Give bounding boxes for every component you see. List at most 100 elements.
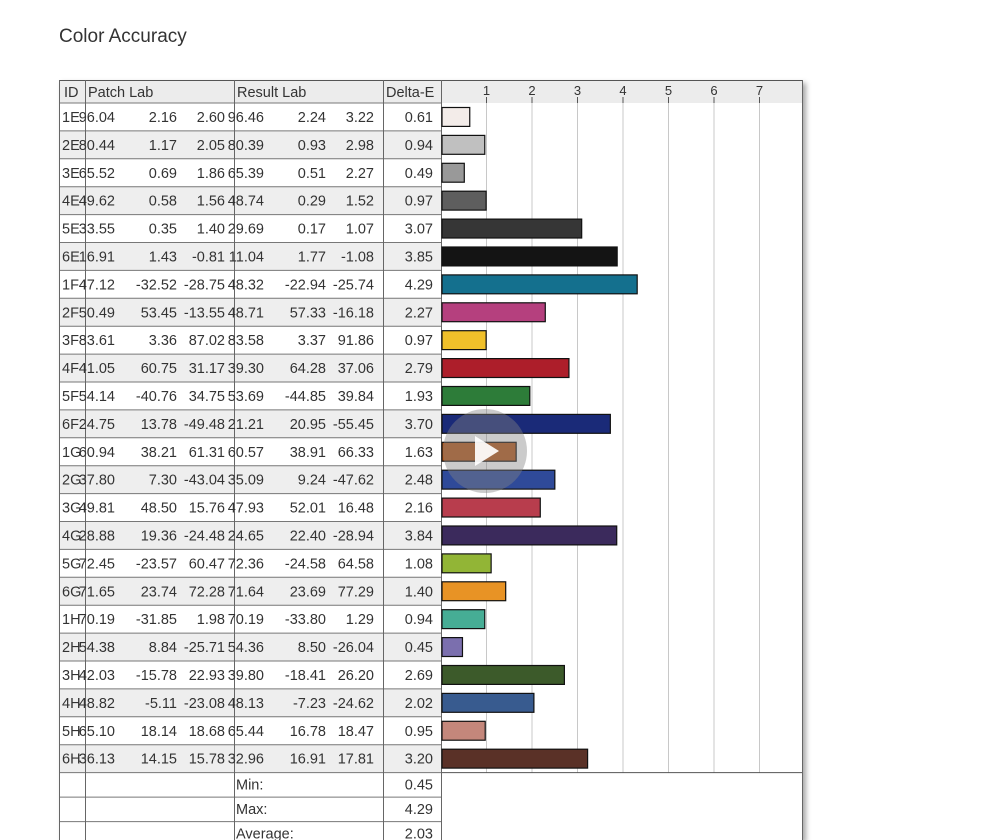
x-tick-label: 1 [483,83,490,98]
patch-id: 4G [62,529,81,545]
patch-id: 3H [62,668,81,684]
result-lab-value: 80.39 [228,138,264,154]
patch-lab-value: 8.84 [149,640,177,656]
patch-lab-value: -23.08 [184,696,225,712]
result-lab-value: -55.45 [333,417,374,433]
row-background [59,465,441,494]
row-background [59,214,441,243]
play-button[interactable] [443,409,527,493]
delta-e-value: 0.95 [405,724,433,740]
patch-lab-value: 47.12 [79,277,115,293]
patch-lab-value: 41.05 [79,361,115,377]
row-background [59,716,441,745]
patch-lab-value: 13.78 [141,417,177,433]
color-accuracy-panel: 1 2 3 4 5 6 7 ID Patch Lab Result Lab Delta-E 1E 96.… [59,80,803,840]
summary-value: 2.03 [405,827,433,840]
summary-label: Min: [236,778,263,794]
result-lab-value: -47.62 [333,473,374,489]
result-lab-value: 77.29 [338,584,374,600]
result-lab-value: -28.94 [333,529,374,545]
result-lab-value: 16.78 [290,724,326,740]
x-tick-label: 5 [665,83,672,98]
result-lab-value: 0.17 [298,222,326,238]
delta-e-bar [441,692,535,713]
patch-id: 3G [62,501,81,517]
delta-e-bar [441,664,565,685]
patch-lab-value: 22.93 [189,668,225,684]
patch-lab-value: 14.15 [141,752,177,768]
delta-e-value: 0.97 [405,194,433,210]
result-lab-value: -18.41 [285,668,326,684]
delta-e-value: 1.63 [405,445,433,461]
patch-lab-value: 42.03 [79,668,115,684]
delta-e-bar [441,106,471,127]
patch-id: 5E [62,222,80,238]
patch-lab-value: 65.10 [79,724,115,740]
header-result-lab: Result Lab [237,85,306,101]
result-lab-value: 18.47 [338,724,374,740]
patch-lab-value: 60.47 [189,556,225,572]
result-lab-value: 64.58 [338,556,374,572]
result-lab-value: -7.23 [293,696,326,712]
patch-lab-value: 72.28 [189,584,225,600]
patch-lab-value: 2.60 [197,110,225,126]
row-background [59,577,441,606]
delta-e-value: 2.69 [405,668,433,684]
patch-lab-value: 48.82 [79,696,115,712]
row-background [59,633,441,661]
result-lab-value: -44.85 [285,389,326,405]
patch-id: 5F [62,389,79,405]
header-id: ID [64,85,79,101]
result-lab-value: 16.48 [338,501,374,517]
delta-e-value: 2.16 [405,501,433,517]
delta-e-value: 2.02 [405,696,433,712]
delta-e-value: 0.97 [405,333,433,349]
patch-lab-value: -25.71 [184,640,225,656]
patch-lab-value: 28.88 [79,529,115,545]
patch-lab-value: 49.62 [79,194,115,210]
header-patch-lab: Patch Lab [88,85,153,101]
result-lab-value: 0.93 [298,138,326,154]
result-lab-value: 65.44 [228,724,264,740]
delta-e-bar [441,609,486,630]
patch-lab-value: -31.85 [136,612,177,628]
row-background [59,130,441,159]
delta-e-value: 2.48 [405,473,433,489]
patch-lab-value: 70.19 [79,612,115,628]
patch-id: 1E [62,110,80,126]
result-lab-value: -33.80 [285,612,326,628]
patch-lab-value: 72.45 [79,556,115,572]
row-background [59,270,441,299]
patch-lab-value: 1.98 [197,612,225,628]
patch-lab-value: 7.30 [149,473,177,489]
result-lab-value: 1.07 [346,222,374,238]
result-lab-value: 39.30 [228,361,264,377]
patch-lab-value: 54.38 [79,640,115,656]
patch-lab-value: 49.81 [79,501,115,517]
delta-e-value: 1.08 [405,556,433,572]
patch-lab-value: -28.75 [184,277,225,293]
patch-id: 5G [62,556,81,572]
delta-e-value: 0.94 [405,138,433,154]
row-background [59,158,441,187]
patch-id: 6G [62,584,81,600]
patch-lab-value: 1.86 [197,166,225,182]
result-lab-value: 57.33 [290,305,326,321]
patch-lab-value: 0.58 [149,194,177,210]
result-lab-value: 3.37 [298,333,326,349]
patch-lab-value: 31.17 [189,361,225,377]
result-lab-value: 2.98 [346,138,374,154]
result-lab-value: 48.32 [228,277,264,293]
result-lab-value: 22.40 [290,529,326,545]
row-background [59,688,441,717]
delta-e-value: 4.29 [405,277,433,293]
result-lab-value: 0.51 [298,166,326,182]
result-lab-value: 48.13 [228,696,264,712]
result-lab-value: 23.69 [290,584,326,600]
header-delta-e: Delta-E [386,85,435,101]
patch-lab-value: 87.02 [189,333,225,349]
result-lab-value: 24.65 [228,529,264,545]
delta-e-bar [441,581,507,602]
result-lab-value: 21.21 [228,417,264,433]
result-lab-value: -16.18 [333,305,374,321]
